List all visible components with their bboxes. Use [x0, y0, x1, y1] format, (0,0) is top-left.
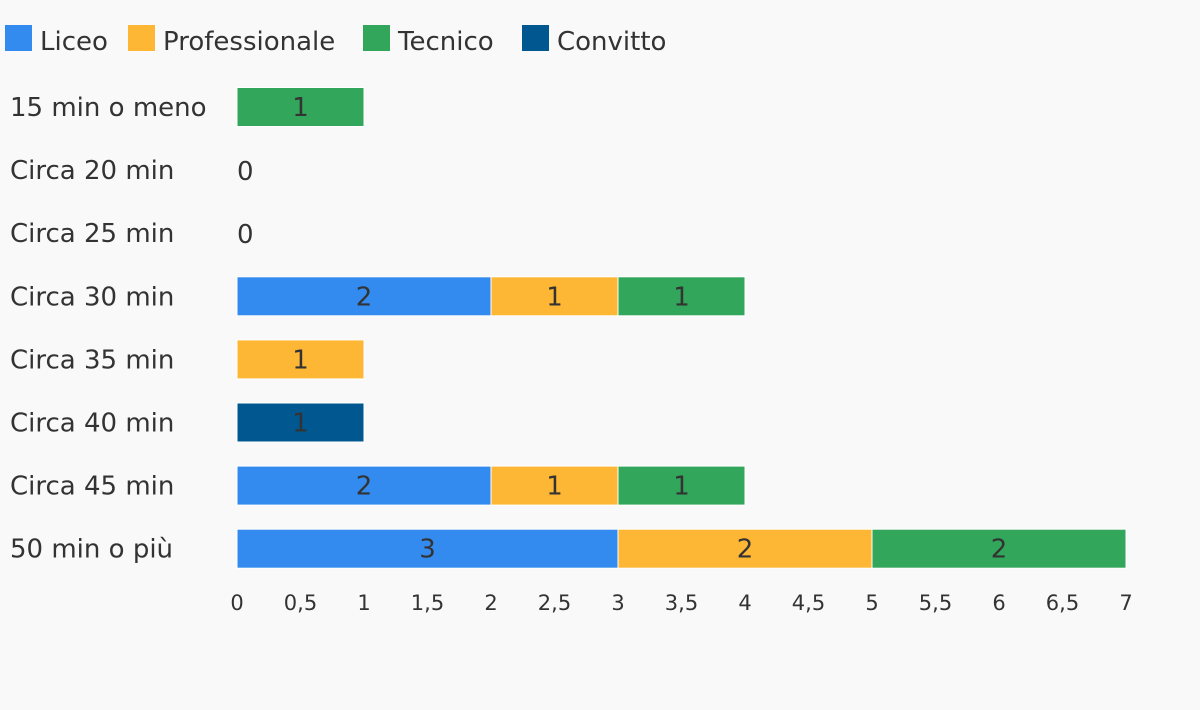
- category-label: Circa 20 min: [10, 156, 174, 186]
- data-label: 2: [356, 472, 373, 502]
- x-tick-label: 5,5: [919, 591, 952, 615]
- category-label: Circa 40 min: [10, 409, 174, 439]
- data-label: 1: [546, 472, 563, 502]
- category-labels: 15 min o meno Circa 20 min Circa 25 min Cir…: [10, 93, 207, 565]
- bar-segment-professionale: [490, 465, 619, 506]
- x-tick-label: 0: [230, 591, 243, 615]
- x-tick-label: 4,5: [792, 591, 825, 615]
- x-tick-label: 5: [865, 591, 878, 615]
- category-label: 15 min o meno: [10, 93, 207, 123]
- bar-segment-tecnico: [871, 528, 1127, 569]
- x-tick-label: 2,5: [538, 591, 571, 615]
- legend-label-convitto: Convitto: [557, 27, 666, 57]
- legend-swatch-convitto: [522, 25, 549, 51]
- bar-segment-professionale: [490, 276, 619, 317]
- legend-label-tecnico: Tecnico: [397, 27, 494, 57]
- bar-segment-tecnico: [617, 276, 746, 317]
- x-tick-label: 6,5: [1046, 591, 1079, 615]
- x-tick-label: 1: [357, 591, 370, 615]
- data-label: 1: [673, 282, 690, 312]
- bar-segment-liceo: [236, 465, 492, 506]
- bar-segment-professionale: [236, 339, 365, 380]
- x-axis: 0 0,5 1 1,5 2 2,5 3 3,5 4 4,5 5 5,5 6 6,5 7: [230, 591, 1132, 615]
- category-label: Circa 35 min: [10, 345, 174, 375]
- x-tick-label: 3,5: [665, 591, 698, 615]
- data-label: 2: [356, 282, 373, 312]
- data-label: 2: [991, 535, 1008, 565]
- data-label: 1: [673, 472, 690, 502]
- legend-label-liceo: Liceo: [40, 27, 108, 57]
- data-label: 3: [419, 535, 436, 565]
- bar-segment-liceo: [236, 276, 492, 317]
- bar-segment-tecnico: [617, 465, 746, 506]
- bar-segment-liceo: [236, 528, 619, 569]
- legend-swatch-tecnico: [363, 25, 390, 51]
- category-label: 50 min o più: [10, 535, 173, 565]
- data-label-zero: 0: [237, 157, 254, 187]
- category-label: Circa 25 min: [10, 219, 174, 249]
- bar-segment-tecnico: [236, 87, 365, 127]
- x-tick-label: 4: [738, 591, 751, 615]
- x-tick-label: 7: [1119, 591, 1132, 615]
- legend: Liceo Professionale Tecnico Convitto: [5, 25, 666, 57]
- legend-label-professionale: Professionale: [163, 27, 335, 57]
- bar-segment-convitto: [236, 402, 365, 443]
- data-label: 1: [546, 282, 563, 312]
- x-tick-label: 1,5: [411, 591, 444, 615]
- data-label: 1: [292, 409, 309, 439]
- data-label-zero: 0: [237, 220, 254, 250]
- legend-swatch-professionale: [128, 25, 155, 51]
- data-label: 1: [292, 93, 309, 123]
- data-label: 2: [737, 535, 754, 565]
- legend-swatch-liceo: [5, 25, 32, 51]
- data-label: 1: [292, 345, 309, 375]
- x-tick-label: 0,5: [284, 591, 317, 615]
- bars: 1 0 0 2 1 1 1 1 2 1 1 3 2 2: [236, 87, 1127, 569]
- category-label: Circa 30 min: [10, 282, 174, 312]
- x-tick-label: 6: [992, 591, 1005, 615]
- x-tick-label: 2: [484, 591, 497, 615]
- x-tick-label: 3: [611, 591, 624, 615]
- category-label: Circa 45 min: [10, 472, 174, 502]
